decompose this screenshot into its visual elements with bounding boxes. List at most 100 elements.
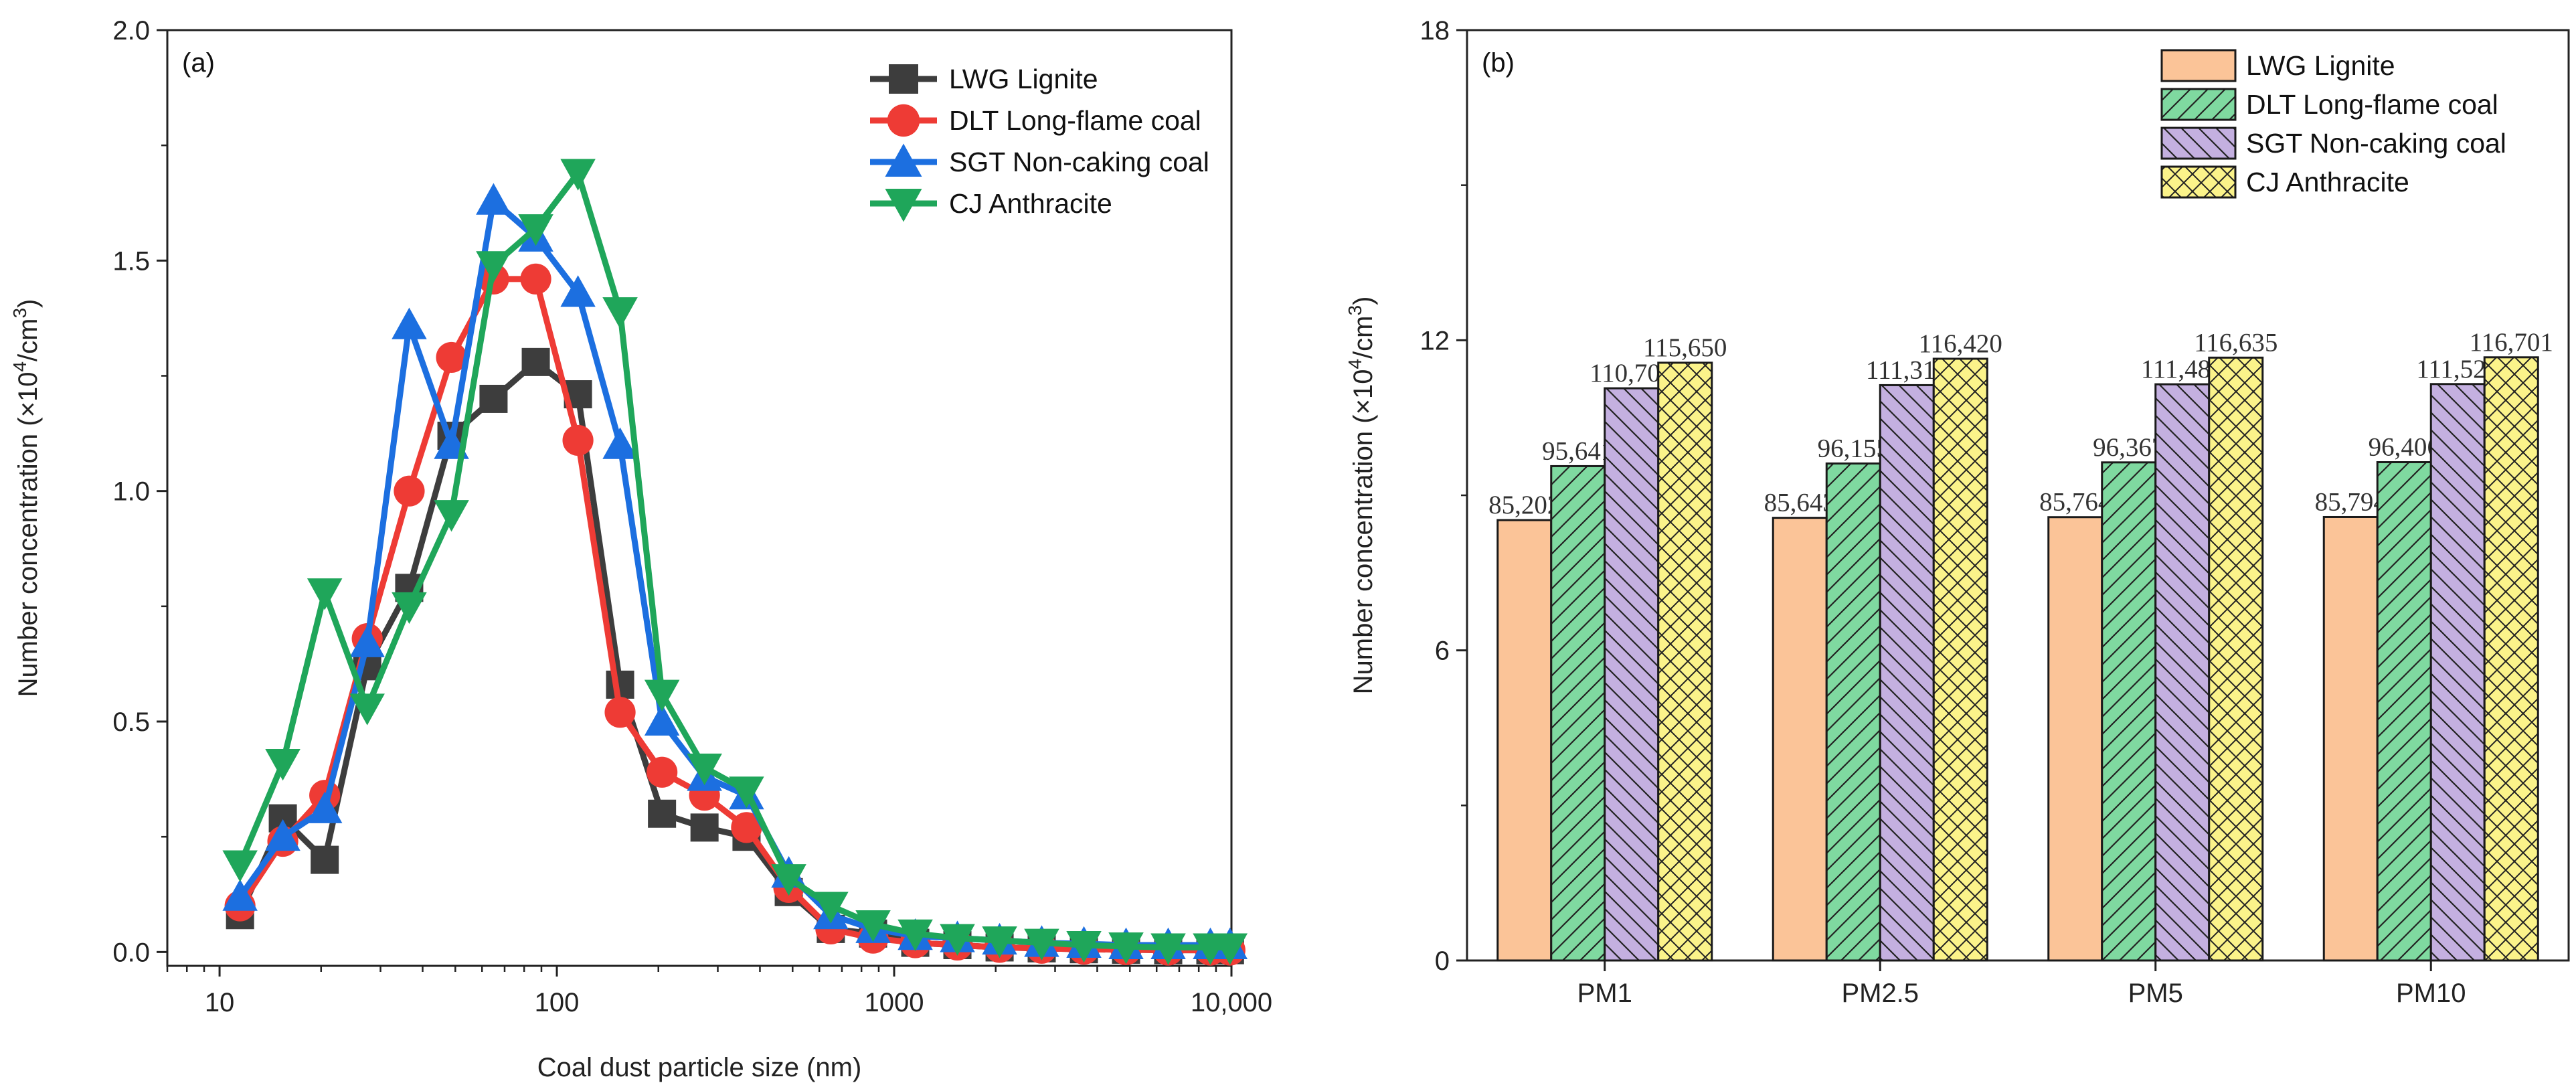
data-label: 85,764: [2039, 488, 2111, 517]
data-point: [560, 275, 596, 307]
data-point: [644, 679, 680, 711]
y-axis-label-part: /cm: [1349, 316, 1378, 359]
legend-label: SGT Non-caking coal: [949, 147, 1209, 177]
data-label: 96,367: [2093, 433, 2164, 462]
data-point: [307, 578, 343, 610]
data-label: 85,202: [1488, 491, 1560, 519]
legend-swatch: [2160, 49, 2237, 82]
y-axis-label-part: 4: [1345, 359, 1365, 369]
legend-label: DLT Long-flame coal: [2246, 89, 2498, 120]
bar: [2376, 461, 2432, 962]
data-point: [1066, 931, 1102, 963]
data-point: [982, 926, 1017, 958]
data-point: [476, 183, 511, 215]
x-tick-label: PM10: [2396, 979, 2466, 1008]
data-point: [771, 864, 806, 896]
data-point: [349, 693, 385, 726]
data-point: [265, 748, 300, 781]
legend-swatch: [2160, 165, 2237, 199]
data-point: [887, 104, 920, 137]
data-point: [602, 427, 638, 459]
legend-label: CJ Anthracite: [2246, 167, 2409, 197]
y-tick-label: 2.0: [112, 16, 150, 46]
x-tick-label: 100: [535, 988, 580, 1017]
legend-label: DLT Long-flame coal: [949, 105, 1201, 136]
data-point: [560, 159, 596, 191]
data-label: 116,420: [1919, 329, 2002, 358]
bar: [1879, 384, 1935, 962]
data-point: [521, 347, 550, 376]
data-point: [392, 307, 427, 339]
data-point: [690, 813, 719, 842]
legend-label: LWG Lignite: [2246, 50, 2395, 81]
data-point: [729, 776, 764, 809]
bar-chart-panel: 0 6 12 18 Number concentration (×104/cm3) (b)…: [1345, 16, 2570, 1008]
data-point: [731, 812, 762, 843]
bar: [1550, 465, 1606, 962]
y-axis-label-part: /cm: [13, 319, 43, 361]
data-point: [562, 424, 594, 456]
bar: [2208, 356, 2264, 962]
data-point: [436, 341, 467, 373]
y-tick-label: 1.5: [112, 246, 150, 276]
y-axis-label-part: 4: [9, 361, 30, 372]
data-point: [222, 850, 258, 882]
legend-label: SGT Non-caking coal: [2246, 128, 2506, 159]
x-axis-label: Coal dust particle size (nm): [537, 1053, 862, 1082]
data-point: [476, 251, 511, 283]
legend-label: CJ Anthracite: [949, 188, 1112, 219]
x-tick-label: 1000: [865, 988, 924, 1017]
data-point: [644, 703, 680, 736]
data-label: 96,155: [1818, 434, 1889, 463]
data-point: [222, 879, 258, 911]
legend-swatch: [2160, 88, 2237, 121]
x-tick-label: PM1: [1577, 979, 1632, 1008]
x-tick-label: 10,000: [1191, 988, 1272, 1017]
y-tick-label: 1.0: [112, 477, 150, 507]
data-point: [647, 756, 678, 788]
bar: [2483, 356, 2539, 962]
y-axis-label-part: Number concentration (×10: [1349, 369, 1378, 695]
data-point: [885, 143, 922, 177]
bar: [2322, 515, 2379, 962]
y-axis-label-part: 3: [1345, 305, 1365, 316]
y-tick-label: 0.0: [112, 938, 150, 967]
bar: [2429, 383, 2486, 962]
data-point: [648, 799, 677, 828]
data-point: [855, 910, 891, 942]
bar: [1932, 357, 1988, 962]
data-point: [311, 845, 339, 874]
data-point: [434, 500, 469, 532]
legend-label: LWG Lignite: [949, 64, 1098, 94]
data-label: 116,701: [2470, 328, 2553, 357]
data-point: [813, 892, 849, 924]
data-point: [349, 625, 385, 657]
data-point: [265, 819, 300, 851]
y-tick-label: 6: [1435, 637, 1450, 666]
data-label: 115,650: [1643, 333, 1727, 362]
data-label: 85,643: [1764, 489, 1836, 517]
bar: [1825, 462, 1881, 962]
data-point: [520, 263, 551, 295]
legend-swatch: [2160, 127, 2237, 160]
bar: [1604, 387, 1660, 962]
plot-frame: [166, 29, 1233, 967]
bar: [1772, 517, 1828, 962]
y-tick-label: 18: [1420, 16, 1450, 46]
line-chart-panel: 0.0 0.5 1.0 1.5 2.0 10 100 1000 10,000 Coal dust …: [9, 16, 1272, 1082]
x-tick-label: PM5: [2128, 979, 2183, 1008]
y-tick-label: 0: [1435, 946, 1450, 976]
data-point: [687, 753, 722, 786]
y-axis-label: Number concentration (×104/cm3): [9, 299, 43, 697]
y-axis-label-part: ): [13, 299, 43, 308]
y-axis-label-part: 3: [9, 308, 30, 319]
data-point: [307, 791, 343, 823]
data-point: [604, 697, 636, 728]
x-tick-label: PM2.5: [1841, 979, 1919, 1008]
panel-label: (b): [1482, 48, 1515, 78]
data-point: [518, 214, 553, 246]
bar: [1657, 361, 1713, 962]
data-label: 116,635: [2194, 328, 2278, 357]
y-axis-label-part: Number concentration (×10: [13, 372, 43, 697]
